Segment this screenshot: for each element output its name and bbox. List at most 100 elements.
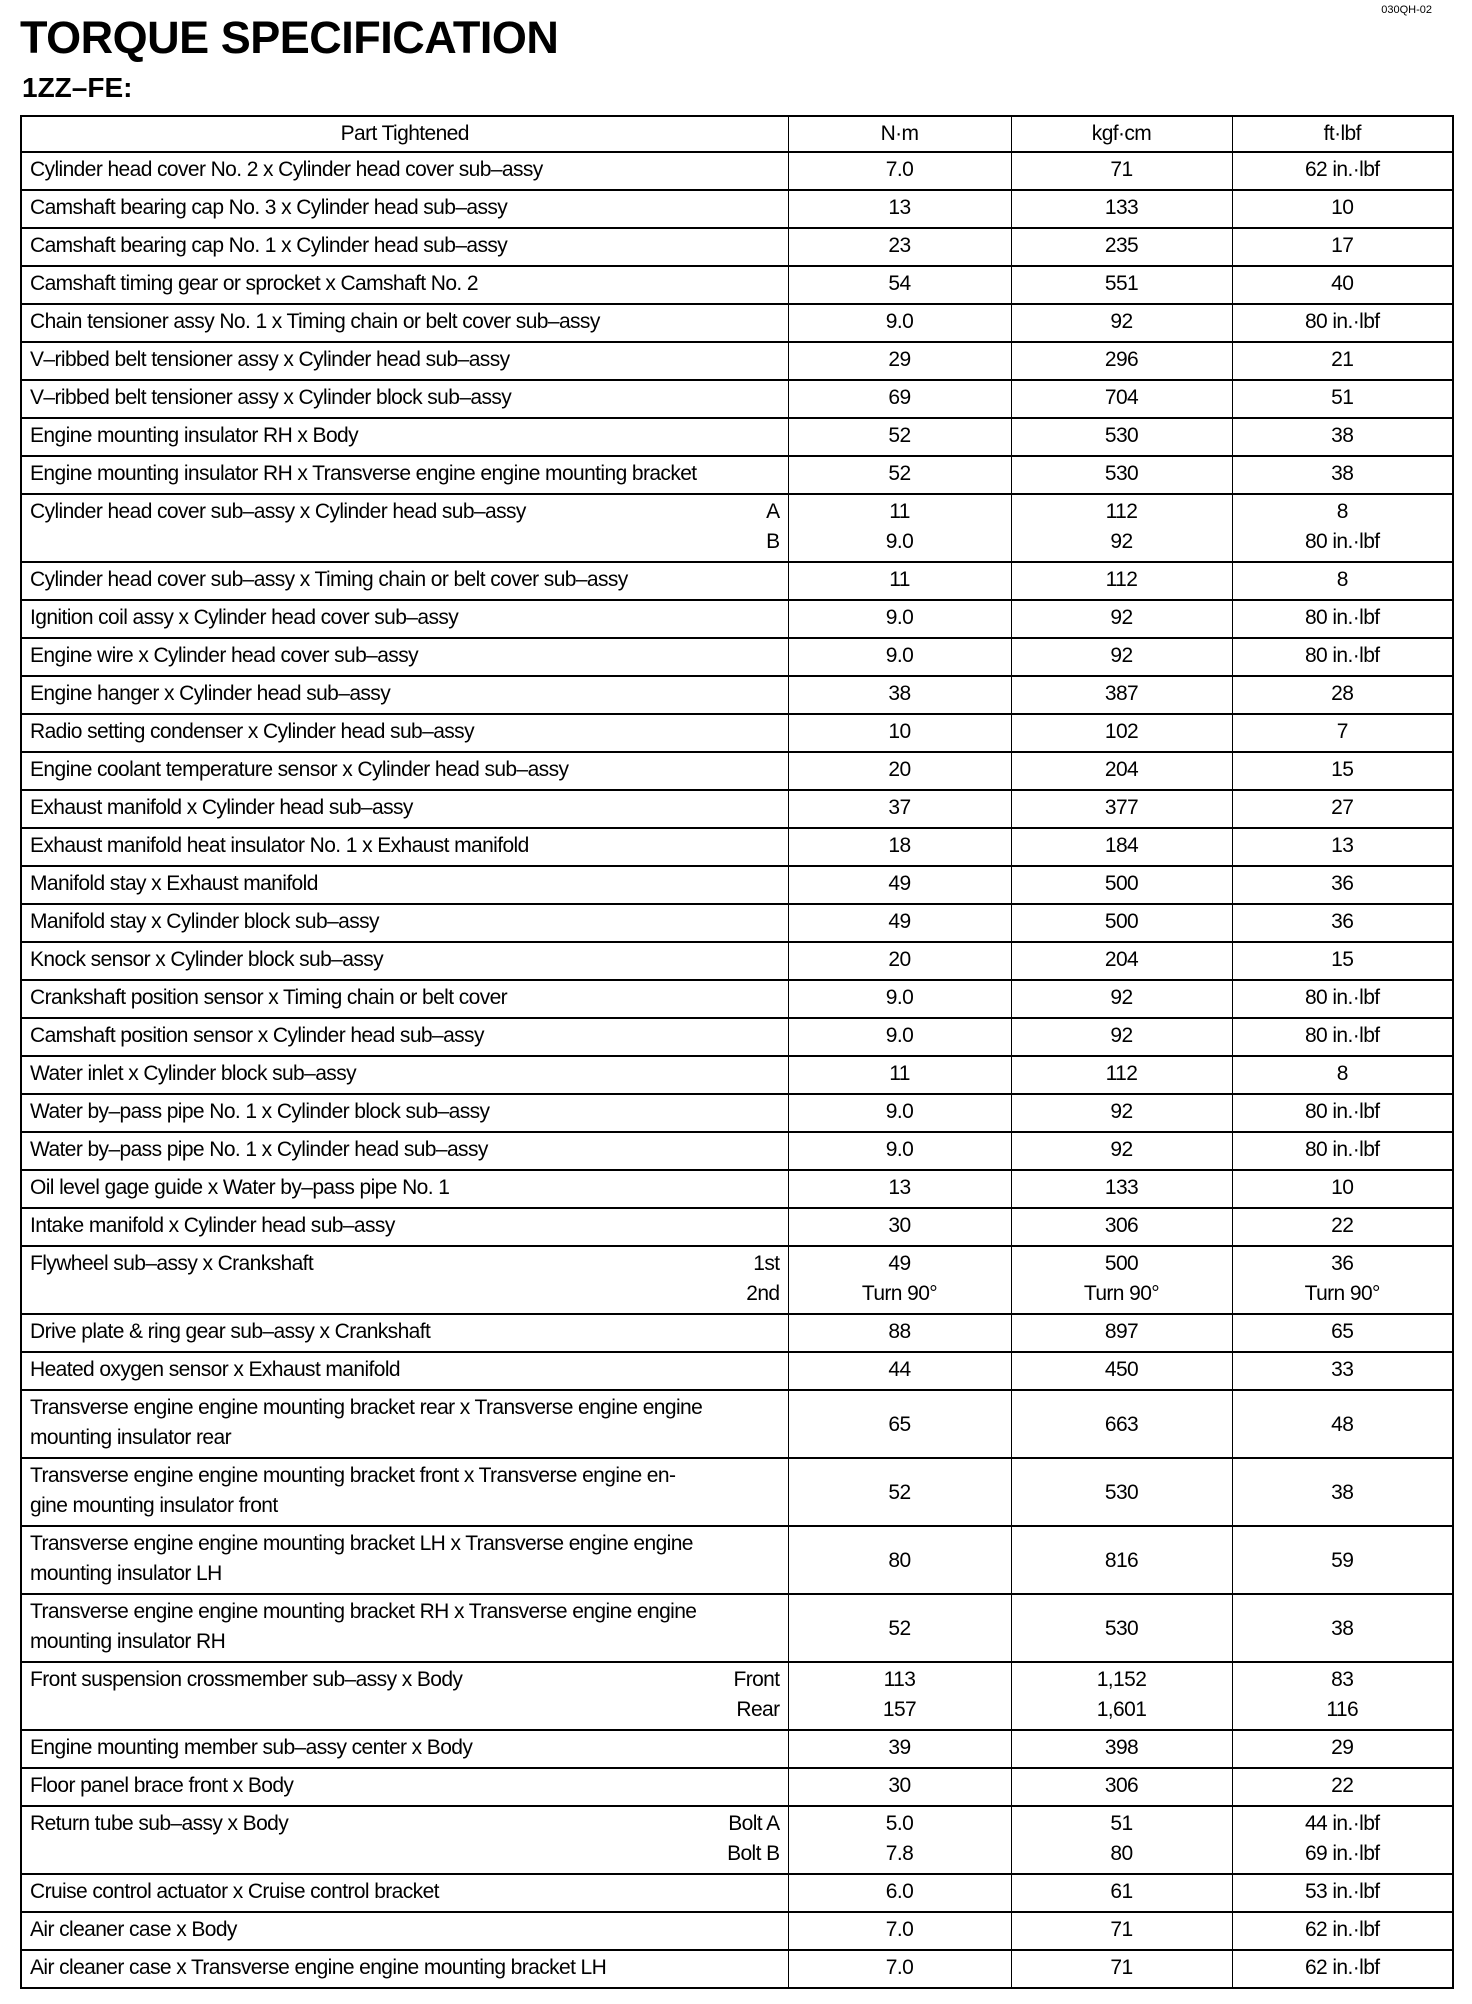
ftlbf-value: 62 in.·lbf <box>1304 1956 1380 1979</box>
nm-value: 9.0 <box>885 1100 914 1123</box>
part-name-line: Exhaust manifold x Cylinder head sub–ass… <box>30 796 413 819</box>
part-cell-content: Ignition coil assy x Cylinder head cover… <box>30 603 780 633</box>
part-cell-content: Camshaft position sensor x Cylinder head… <box>30 1021 780 1051</box>
part-name: Transverse engine engine mounting bracke… <box>30 1597 697 1657</box>
kgfcm-value-cell: 897 <box>1010 1313 1233 1353</box>
nm-value-cell: 13 <box>787 189 1012 229</box>
table-row: Engine wire x Cylinder head cover sub–as… <box>20 637 1454 677</box>
kgfcm-value-cell: 530 <box>1010 1457 1233 1527</box>
ftlbf-value: 7 <box>1336 720 1349 743</box>
nm-value: 52 <box>888 1481 911 1504</box>
nm-value-cell: 7.0 <box>787 1911 1012 1951</box>
engine-code-subtitle: 1ZZ–FE: <box>22 72 133 103</box>
kgfcm-value: 133 <box>1104 1176 1139 1199</box>
table-row: Floor panel brace front x Body 30 306 22 <box>20 1767 1454 1807</box>
kgfcm-value-cell: 551 <box>1010 265 1233 305</box>
kgfcm-value: 530 <box>1104 462 1139 485</box>
part-name-line: Flywheel sub–assy x Crankshaft <box>30 1252 314 1275</box>
table-row: Air cleaner case x Transverse engine eng… <box>20 1949 1454 1989</box>
part-cell-content: Intake manifold x Cylinder head sub–assy <box>30 1211 780 1241</box>
table-row: Chain tensioner assy No. 1 x Timing chai… <box>20 303 1454 343</box>
part-name: Knock sensor x Cylinder block sub–assy <box>30 945 384 975</box>
nm-value-cell: 18 <box>787 827 1012 867</box>
ftlbf-value-cell: 38 <box>1231 417 1454 457</box>
table-row: Engine hanger x Cylinder head sub–assy 38… <box>20 675 1454 715</box>
part-name: Flywheel sub–assy x Crankshaft <box>30 1249 314 1309</box>
part-name: Engine mounting insulator RH x Body <box>30 421 359 451</box>
part-cell-content: Flywheel sub–assy x Crankshaft 1st 2nd <box>30 1249 780 1309</box>
part-cell-content: Exhaust manifold heat insulator No. 1 x … <box>30 831 780 861</box>
kgfcm-value-cell: 296 <box>1010 341 1233 381</box>
ftlbf-value-cell: 15 <box>1231 941 1454 981</box>
part-tightened-cell: Camshaft position sensor x Cylinder head… <box>20 1017 789 1057</box>
table-row: Transverse engine engine mounting bracke… <box>20 1389 1454 1459</box>
ftlbf-value: 8 <box>1336 1062 1349 1085</box>
part-name-line: Water by–pass pipe No. 1 x Cylinder head… <box>30 1138 488 1161</box>
document-code: 030QH-02 <box>1381 4 1432 16</box>
part-name: Chain tensioner assy No. 1 x Timing chai… <box>30 307 600 337</box>
part-cell-content: Cylinder head cover sub–assy x Timing ch… <box>30 565 780 595</box>
part-name-line: Cylinder head cover sub–assy x Timing ch… <box>30 568 628 591</box>
part-tightened-cell: Engine coolant temperature sensor x Cyli… <box>20 751 789 791</box>
table-row: Crankshaft position sensor x Timing chai… <box>20 979 1454 1019</box>
ftlbf-value-cell: 80 in.·lbf <box>1231 599 1454 639</box>
ftlbf-value-cell: 62 in.·lbf <box>1231 151 1454 191</box>
nm-value: 37 <box>888 796 911 819</box>
kgfcm-value: 133 <box>1104 196 1139 219</box>
nm-value: 5.0 <box>885 1812 914 1835</box>
kgfcm-value: 530 <box>1104 1617 1139 1640</box>
sub-label: A <box>766 500 780 523</box>
table-row: Engine mounting member sub–assy center x… <box>20 1729 1454 1769</box>
ftlbf-value: 80 in.·lbf <box>1304 310 1380 333</box>
ftlbf-value: 38 <box>1331 462 1354 485</box>
ftlbf-value-cell: 22 <box>1231 1207 1454 1247</box>
nm-value-cell: 29 <box>787 341 1012 381</box>
table-row: Air cleaner case x Body 7.0 71 62 in.·lbf <box>20 1911 1454 1951</box>
ftlbf-value: 65 <box>1331 1320 1354 1343</box>
ftlbf-value-cell: 65 <box>1231 1313 1454 1353</box>
part-name: Engine mounting insulator RH x Transvers… <box>30 459 697 489</box>
part-tightened-cell: Engine mounting member sub–assy center x… <box>20 1729 789 1769</box>
sub-label: 1st <box>753 1252 780 1275</box>
kgfcm-value-cell: 92 <box>1010 1093 1233 1133</box>
kgfcm-value-cell: 204 <box>1010 941 1233 981</box>
part-name-line: Transverse engine engine mounting bracke… <box>30 1464 676 1487</box>
part-name-line: Manifold stay x Cylinder block sub–assy <box>30 910 380 933</box>
kgfcm-value: 92 <box>1110 530 1133 553</box>
ftlbf-value: 53 in.·lbf <box>1304 1880 1380 1903</box>
ftlbf-value: 10 <box>1331 196 1354 219</box>
ftlbf-value-cell: 80 in.·lbf <box>1231 979 1454 1019</box>
part-cell-content: Camshaft timing gear or sprocket x Camsh… <box>30 269 780 299</box>
part-name-line: Cylinder head cover No. 2 x Cylinder hea… <box>30 158 543 181</box>
nm-value: 44 <box>888 1358 911 1381</box>
part-name-line: Oil level gage guide x Water by–pass pip… <box>30 1176 450 1199</box>
ftlbf-value-cell: 22 <box>1231 1767 1454 1807</box>
part-name-line: Transverse engine engine mounting bracke… <box>30 1600 697 1623</box>
ftlbf-value: 36 <box>1331 1252 1354 1275</box>
part-tightened-cell: Air cleaner case x Body <box>20 1911 789 1951</box>
part-cell-content: Chain tensioner assy No. 1 x Timing chai… <box>30 307 780 337</box>
nm-value-cell: 80 <box>787 1525 1012 1595</box>
nm-value: 9.0 <box>885 986 914 1009</box>
nm-value-cell: 37 <box>787 789 1012 829</box>
table-row: Engine mounting insulator RH x Body 52 530… <box>20 417 1454 457</box>
part-name-line: Return tube sub–assy x Body <box>30 1812 289 1835</box>
part-name-line: Intake manifold x Cylinder head sub–assy <box>30 1214 395 1237</box>
kgfcm-value: 450 <box>1104 1358 1139 1381</box>
table-row: Water inlet x Cylinder block sub–assy 11 1… <box>20 1055 1454 1095</box>
table-row: Exhaust manifold heat insulator No. 1 x … <box>20 827 1454 867</box>
nm-value: 65 <box>888 1413 911 1436</box>
part-cell-content: Engine mounting insulator RH x Transvers… <box>30 459 780 489</box>
header-nm: N·m <box>787 115 1012 153</box>
nm-value-cell: 44 <box>787 1351 1012 1391</box>
part-name-line: Ignition coil assy x Cylinder head cover… <box>30 606 459 629</box>
table-header-row: Part Tightened N·m kgf·cm ft·lbf <box>20 115 1454 153</box>
nm-value-cell: 49 <box>787 903 1012 943</box>
nm-value: 49 <box>888 872 911 895</box>
ftlbf-value: 27 <box>1331 796 1354 819</box>
kgfcm-value-cell: 102 <box>1010 713 1233 753</box>
nm-value-cell: 7.0 <box>787 1949 1012 1989</box>
nm-value-cell: 52 <box>787 455 1012 495</box>
part-name: Heated oxygen sensor x Exhaust manifold <box>30 1355 401 1385</box>
ftlbf-value: 33 <box>1331 1358 1354 1381</box>
